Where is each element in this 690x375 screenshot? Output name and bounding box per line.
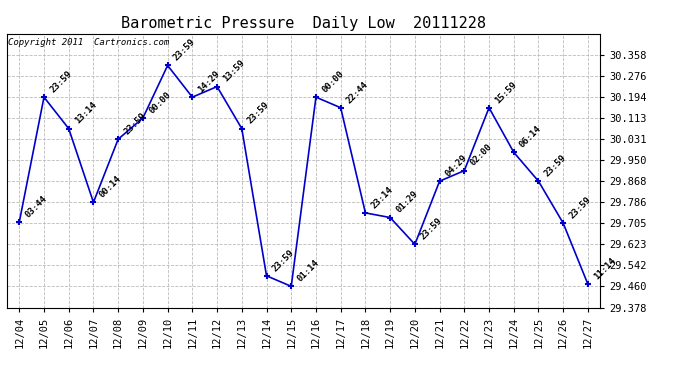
Text: 06:14: 06:14 (518, 124, 543, 150)
Text: 00:14: 00:14 (97, 174, 123, 200)
Text: 23:59: 23:59 (567, 195, 593, 220)
Text: 00:00: 00:00 (147, 90, 172, 115)
Text: 23:59: 23:59 (122, 111, 148, 136)
Text: 23:14: 23:14 (370, 185, 395, 210)
Text: Copyright 2011  Cartronics.com: Copyright 2011 Cartronics.com (8, 38, 169, 47)
Text: 04:29: 04:29 (444, 153, 469, 178)
Text: 00:00: 00:00 (320, 69, 346, 94)
Text: 13:59: 13:59 (221, 58, 246, 84)
Text: 23:59: 23:59 (48, 69, 74, 94)
Text: 23:59: 23:59 (246, 100, 271, 126)
Text: 15:59: 15:59 (493, 80, 519, 105)
Title: Barometric Pressure  Daily Low  20111228: Barometric Pressure Daily Low 20111228 (121, 16, 486, 31)
Text: 14:29: 14:29 (197, 69, 222, 94)
Text: 23:59: 23:59 (270, 248, 296, 273)
Text: 22:44: 22:44 (345, 80, 371, 105)
Text: 01:14: 01:14 (295, 258, 321, 284)
Text: 03:44: 03:44 (23, 194, 49, 219)
Text: 23:59: 23:59 (172, 37, 197, 63)
Text: 01:29: 01:29 (394, 189, 420, 215)
Text: 23:59: 23:59 (419, 216, 444, 242)
Text: 23:59: 23:59 (542, 153, 568, 178)
Text: 02:00: 02:00 (469, 142, 494, 168)
Text: 13:14: 13:14 (73, 100, 98, 126)
Text: 11:14: 11:14 (592, 256, 618, 282)
